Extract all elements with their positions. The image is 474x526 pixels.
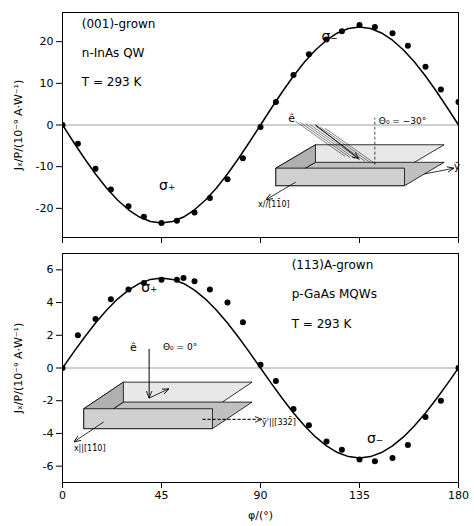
svg-text:Jₓ/P/(10⁻⁹ A·W⁻¹): Jₓ/P/(10⁻⁹ A·W⁻¹)	[12, 323, 25, 415]
svg-text:-10: -10	[36, 160, 54, 173]
svg-text:45: 45	[155, 489, 169, 502]
svg-text:10: 10	[40, 77, 54, 90]
svg-text:x||[11̄0]: x||[11̄0]	[74, 443, 106, 453]
svg-text:φ/(°): φ/(°)	[248, 509, 273, 522]
svg-text:-6: -6	[43, 460, 54, 473]
svg-text:180: 180	[448, 489, 469, 502]
svg-text:Θ₀ = −30°: Θ₀ = −30°	[379, 116, 426, 126]
svg-text:0: 0	[59, 489, 66, 502]
svg-text:135: 135	[349, 489, 370, 502]
svg-text:p-GaAs MQWs: p-GaAs MQWs	[292, 287, 377, 301]
svg-text:σ₋: σ₋	[367, 430, 383, 446]
svg-text:Jₓ/P/(10⁻⁹ A·W⁻¹): Jₓ/P/(10⁻⁹ A·W⁻¹)	[12, 80, 25, 172]
svg-text:σ₊: σ₊	[159, 177, 175, 193]
svg-text:ȳ: ȳ	[454, 161, 460, 172]
svg-text:-4: -4	[43, 427, 54, 440]
svg-text:T = 293 K: T = 293 K	[291, 317, 353, 331]
svg-text:-2: -2	[43, 394, 54, 407]
svg-text:x//[11̄0]: x//[11̄0]	[258, 198, 290, 208]
svg-text:0: 0	[47, 362, 54, 375]
svg-text:(113)A-grown: (113)A-grown	[292, 258, 374, 272]
svg-text:(001)-grown: (001)-grown	[82, 17, 156, 31]
svg-text:4: 4	[47, 296, 54, 309]
svg-text:-20: -20	[36, 202, 54, 215]
svg-text:ȳ'||[332̄]: ȳ'||[332̄]	[262, 416, 296, 426]
svg-text:σ₋: σ₋	[321, 28, 337, 44]
svg-text:2: 2	[47, 329, 54, 342]
svg-text:n-InAs QW: n-InAs QW	[82, 46, 145, 60]
svg-text:20: 20	[40, 35, 54, 48]
svg-text:ê: ê	[288, 112, 295, 125]
svg-text:0: 0	[47, 119, 54, 132]
svg-text:σ₊: σ₊	[141, 279, 157, 295]
svg-text:Θ₀ = 0°: Θ₀ = 0°	[163, 342, 197, 352]
svg-text:ê: ê	[130, 341, 137, 354]
svg-text:90: 90	[254, 489, 268, 502]
svg-text:6: 6	[47, 263, 54, 276]
svg-text:T = 293 K: T = 293 K	[81, 75, 143, 89]
